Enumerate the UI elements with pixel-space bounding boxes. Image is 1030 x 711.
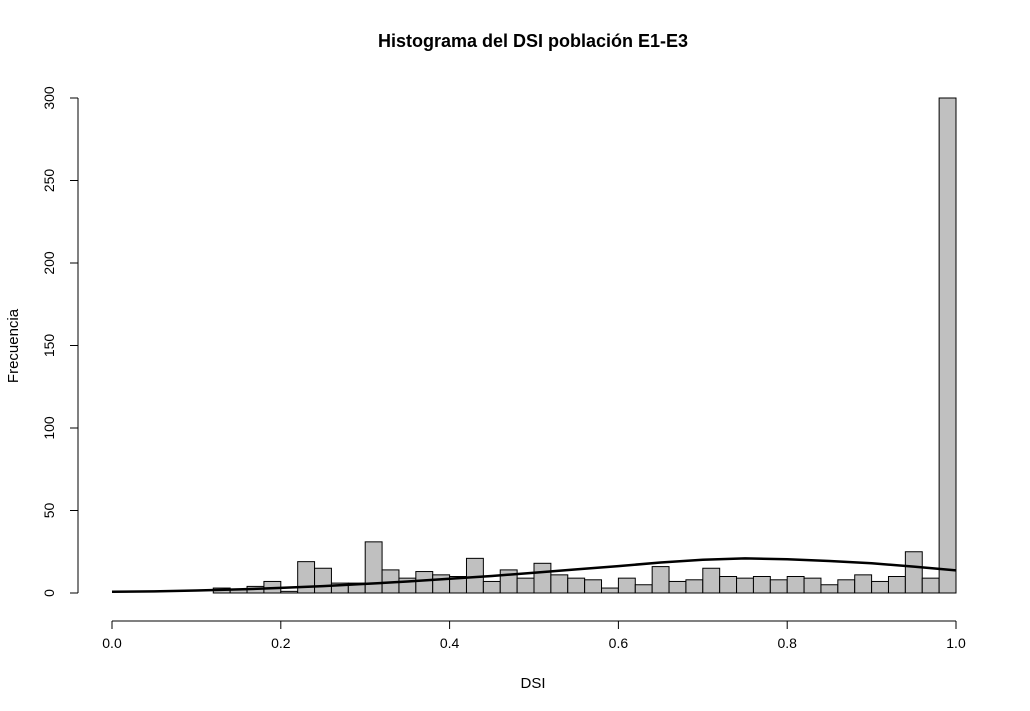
histogram-bar — [685, 579, 704, 594]
histogram-bar — [601, 587, 619, 594]
histogram-bar — [617, 577, 636, 594]
histogram-bar — [516, 577, 535, 594]
y-axis: 0 50 100 150 200 250 300 — [41, 86, 79, 597]
y-tick-label: 200 — [41, 251, 57, 275]
histogram-bar — [921, 577, 940, 594]
histogram-bar — [887, 576, 906, 594]
histogram-bar — [634, 584, 653, 594]
x-tick-label: 1.0 — [946, 635, 966, 651]
x-tick-label: 0.4 — [440, 635, 460, 651]
y-tick-label: 50 — [41, 503, 57, 519]
y-tick-label: 300 — [41, 86, 57, 110]
histogram-bar — [415, 571, 434, 594]
histogram-bar — [837, 579, 856, 594]
histogram-bar — [871, 580, 889, 594]
histogram-bar — [651, 566, 670, 594]
y-axis-label: Frecuencia — [5, 308, 22, 383]
y-tick-label: 0 — [41, 589, 57, 597]
histogram-bar — [854, 574, 873, 594]
y-tick-label: 250 — [41, 169, 57, 193]
y-tick-label: 100 — [41, 416, 57, 440]
histogram-bar — [820, 584, 839, 594]
histogram-bar — [752, 576, 771, 594]
x-tick-label: 0.2 — [271, 635, 291, 651]
histogram-bar — [769, 579, 788, 594]
histogram-bar — [668, 580, 687, 594]
histogram-bar — [702, 567, 721, 594]
histogram-bar — [567, 577, 586, 594]
y-tick-label: 150 — [41, 334, 57, 358]
density-curve-group — [111, 557, 957, 593]
histogram-bar — [719, 576, 738, 594]
histogram-bar — [786, 576, 805, 594]
histogram-bar — [482, 580, 501, 594]
x-tick-label: 0.8 — [777, 635, 797, 651]
histogram-bars — [212, 97, 957, 594]
x-axis-label: DSI — [520, 675, 545, 692]
histogram-bar — [938, 97, 957, 594]
histogram-bar — [533, 562, 552, 594]
histogram-bar — [550, 574, 569, 594]
x-axis: 0.0 0.2 0.4 0.6 0.8 1.0 — [102, 620, 966, 651]
x-tick-label: 0.6 — [609, 635, 629, 651]
histogram-bar — [803, 577, 822, 594]
histogram-bar — [364, 541, 383, 594]
chart-title: Histograma del DSI población E1-E3 — [378, 31, 688, 51]
histogram-bar — [736, 577, 754, 594]
histogram-bar — [432, 574, 451, 594]
x-tick-label: 0.0 — [102, 635, 122, 651]
histogram-bar — [584, 579, 603, 594]
histogram-bar — [280, 590, 299, 594]
density-curve — [111, 557, 957, 593]
histogram-bar — [904, 551, 923, 594]
histogram-bar — [314, 567, 332, 594]
